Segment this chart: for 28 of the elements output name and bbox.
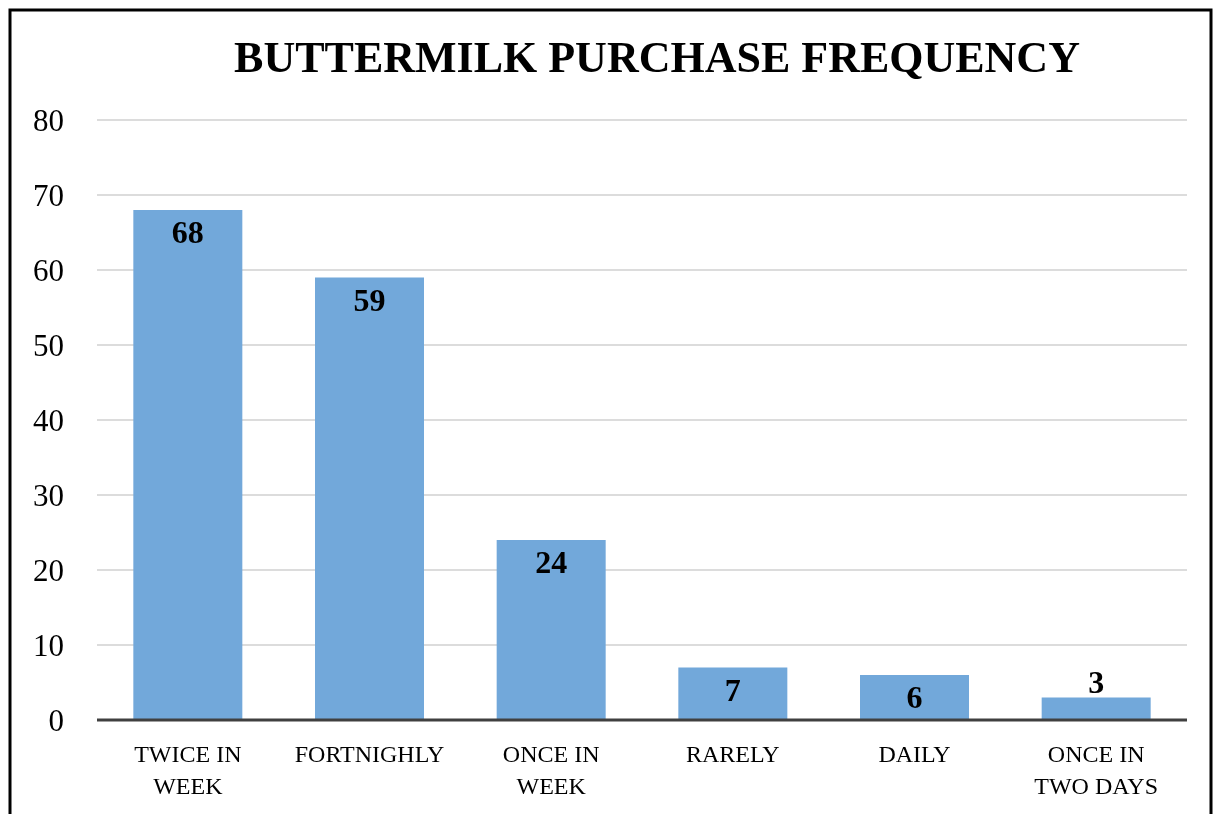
- data-label: 24: [535, 544, 568, 580]
- bar: [860, 675, 969, 720]
- bar: [1041, 697, 1151, 720]
- bar: [678, 667, 788, 720]
- y-tick-label: 40: [33, 402, 64, 438]
- x-tick-label: FORTNIGHLY: [294, 741, 445, 767]
- y-tick-label: 70: [33, 177, 64, 213]
- data-label: 3: [1088, 663, 1105, 700]
- x-tick-label: ONCE IN WEEK: [502, 741, 600, 799]
- data-label: 7: [724, 671, 741, 708]
- y-tick-label: 30: [33, 477, 64, 513]
- y-tick-label: 80: [33, 102, 64, 138]
- x-tick-label: DAILY: [878, 741, 951, 767]
- y-tick-label: 50: [33, 327, 64, 363]
- data-label: 6: [906, 679, 923, 715]
- data-label: 68: [171, 214, 204, 250]
- chart-title: BUTTERMILK PURCHASE FREQUENCY: [234, 33, 1080, 82]
- y-tick-label: 60: [33, 252, 64, 288]
- bar: [315, 277, 424, 720]
- x-tick-label: TWICE IN WEEK: [134, 741, 242, 799]
- y-tick-label: 0: [48, 702, 64, 738]
- bar: [133, 210, 243, 720]
- x-tick-label: RARELY: [686, 741, 780, 767]
- y-tick-label: 20: [33, 552, 64, 588]
- bar: [496, 540, 606, 720]
- data-label: 59: [353, 281, 386, 318]
- y-tick-label: 10: [33, 627, 64, 663]
- x-tick-label: ONCE IN TWO DAYS: [1034, 741, 1159, 799]
